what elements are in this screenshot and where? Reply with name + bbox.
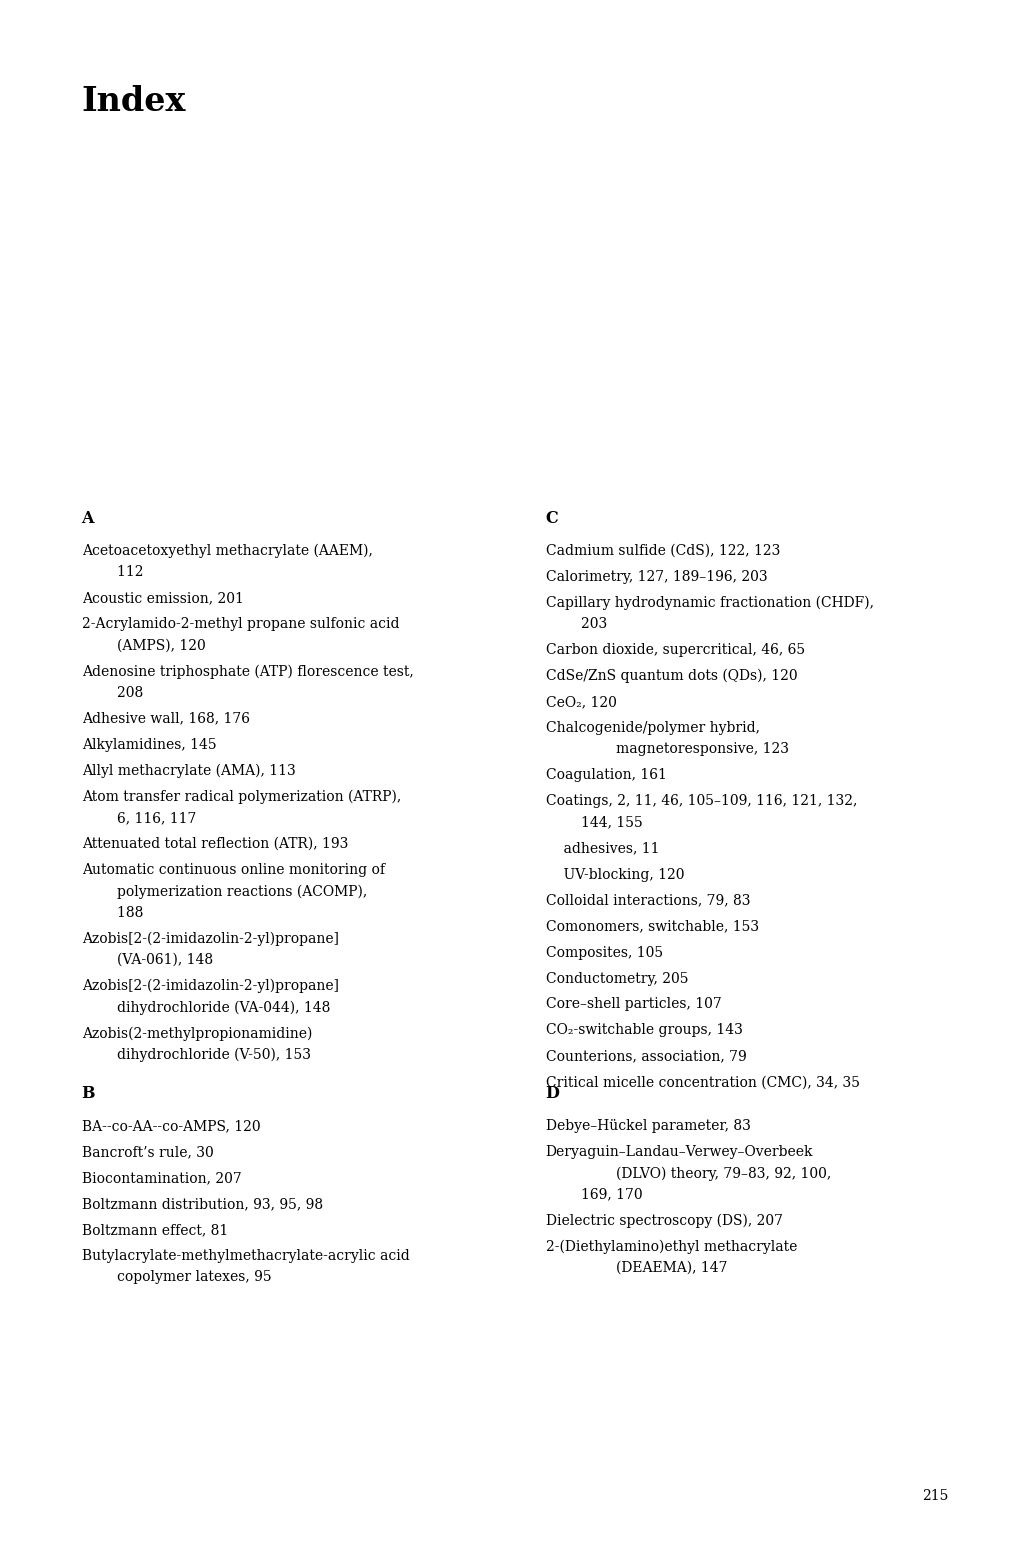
Text: 144, 155: 144, 155 — [545, 816, 642, 830]
Text: BA-­co-AA-­co-AMPS, 120: BA-­co-AA-­co-AMPS, 120 — [82, 1119, 260, 1133]
Text: Composites, 105: Composites, 105 — [545, 946, 662, 960]
Text: Debye–Hückel parameter, 83: Debye–Hückel parameter, 83 — [545, 1119, 750, 1133]
Text: CdSe/ZnS quantum dots (QDs), 120: CdSe/ZnS quantum dots (QDs), 120 — [545, 669, 797, 683]
Text: Allyl methacrylate (AMA), 113: Allyl methacrylate (AMA), 113 — [82, 764, 296, 778]
Text: Coagulation, 161: Coagulation, 161 — [545, 768, 666, 782]
Text: (DEAEMA), 147: (DEAEMA), 147 — [545, 1262, 727, 1275]
Text: Adenosine triphosphate (ATP) florescence test,: Adenosine triphosphate (ATP) florescence… — [82, 665, 413, 679]
Text: polymerization reactions (ACOMP),: polymerization reactions (ACOMP), — [82, 884, 367, 898]
Text: adhesives, 11: adhesives, 11 — [545, 841, 658, 855]
Text: 215: 215 — [921, 1489, 948, 1503]
Text: Acetoacetoxyethyl methacrylate (AAEM),: Acetoacetoxyethyl methacrylate (AAEM), — [82, 544, 372, 558]
Text: Acoustic emission, 201: Acoustic emission, 201 — [82, 591, 244, 604]
Text: Automatic continuous online monitoring of: Automatic continuous online monitoring o… — [82, 863, 384, 877]
Text: Chalcogenide/polymer hybrid,: Chalcogenide/polymer hybrid, — [545, 720, 759, 734]
Text: 2-(Diethylamino)ethyl methacrylate: 2-(Diethylamino)ethyl methacrylate — [545, 1240, 796, 1254]
Text: B: B — [82, 1085, 95, 1102]
Text: Dielectric spectroscopy (DS), 207: Dielectric spectroscopy (DS), 207 — [545, 1214, 782, 1228]
Text: UV-blocking, 120: UV-blocking, 120 — [545, 867, 684, 881]
Text: 169, 170: 169, 170 — [545, 1187, 642, 1201]
Text: Colloidal interactions, 79, 83: Colloidal interactions, 79, 83 — [545, 894, 749, 908]
Text: Azobis[2-(2-imidazolin-2-yl)propane]: Azobis[2-(2-imidazolin-2-yl)propane] — [82, 979, 338, 994]
Text: Butylacrylate-methylmethacrylate-acrylic acid: Butylacrylate-methylmethacrylate-acrylic… — [82, 1249, 409, 1263]
Text: Bancroft’s rule, 30: Bancroft’s rule, 30 — [82, 1146, 213, 1160]
Text: Index: Index — [82, 85, 185, 117]
Text: C: C — [545, 510, 558, 527]
Text: 208: 208 — [82, 686, 143, 700]
Text: CO₂-switchable groups, 143: CO₂-switchable groups, 143 — [545, 1023, 742, 1037]
Text: Coatings, 2, 11, 46, 105–109, 116, 121, 132,: Coatings, 2, 11, 46, 105–109, 116, 121, … — [545, 795, 856, 809]
Text: Counterions, association, 79: Counterions, association, 79 — [545, 1050, 746, 1064]
Text: 6, 116, 117: 6, 116, 117 — [82, 812, 196, 826]
Text: copolymer latexes, 95: copolymer latexes, 95 — [82, 1271, 271, 1285]
Text: Azobis[2-(2-imidazolin-2-yl)propane]: Azobis[2-(2-imidazolin-2-yl)propane] — [82, 932, 338, 946]
Text: (DLVO) theory, 79–83, 92, 100,: (DLVO) theory, 79–83, 92, 100, — [545, 1166, 830, 1181]
Text: (VA-061), 148: (VA-061), 148 — [82, 952, 213, 966]
Text: 203: 203 — [545, 617, 606, 631]
Text: Boltzmann distribution, 93, 95, 98: Boltzmann distribution, 93, 95, 98 — [82, 1197, 322, 1211]
Text: 2-Acrylamido-2-methyl propane sulfonic acid: 2-Acrylamido-2-methyl propane sulfonic a… — [82, 617, 398, 631]
Text: Cadmium sulfide (CdS), 122, 123: Cadmium sulfide (CdS), 122, 123 — [545, 544, 780, 558]
Text: Alkylamidines, 145: Alkylamidines, 145 — [82, 737, 216, 751]
Text: Core–shell particles, 107: Core–shell particles, 107 — [545, 997, 720, 1011]
Text: dihydrochloride (VA-044), 148: dihydrochloride (VA-044), 148 — [82, 1000, 330, 1014]
Text: Conductometry, 205: Conductometry, 205 — [545, 971, 688, 985]
Text: Attenuated total reflection (ATR), 193: Attenuated total reflection (ATR), 193 — [82, 836, 347, 850]
Text: Boltzmann effect, 81: Boltzmann effect, 81 — [82, 1223, 227, 1237]
Text: Deryaguin–Landau–Verwey–Overbeek: Deryaguin–Landau–Verwey–Overbeek — [545, 1146, 812, 1160]
Text: CeO₂, 120: CeO₂, 120 — [545, 696, 615, 710]
Text: magnetoresponsive, 123: magnetoresponsive, 123 — [545, 742, 788, 756]
Text: Adhesive wall, 168, 176: Adhesive wall, 168, 176 — [82, 711, 250, 725]
Text: Biocontamination, 207: Biocontamination, 207 — [82, 1170, 242, 1184]
Text: Azobis(2-methylpropionamidine): Azobis(2-methylpropionamidine) — [82, 1027, 312, 1040]
Text: Atom transfer radical polymerization (ATRP),: Atom transfer radical polymerization (AT… — [82, 790, 400, 804]
Text: (AMPS), 120: (AMPS), 120 — [82, 638, 205, 652]
Text: dihydrochloride (V-50), 153: dihydrochloride (V-50), 153 — [82, 1048, 311, 1062]
Text: Comonomers, switchable, 153: Comonomers, switchable, 153 — [545, 920, 758, 934]
Text: A: A — [82, 510, 94, 527]
Text: 188: 188 — [82, 906, 143, 920]
Text: Calorimetry, 127, 189–196, 203: Calorimetry, 127, 189–196, 203 — [545, 570, 766, 584]
Text: D: D — [545, 1085, 559, 1102]
Text: 112: 112 — [82, 566, 143, 580]
Text: Capillary hydrodynamic fractionation (CHDF),: Capillary hydrodynamic fractionation (CH… — [545, 595, 873, 611]
Text: Carbon dioxide, supercritical, 46, 65: Carbon dioxide, supercritical, 46, 65 — [545, 643, 804, 657]
Text: Critical micelle concentration (CMC), 34, 35: Critical micelle concentration (CMC), 34… — [545, 1076, 859, 1090]
